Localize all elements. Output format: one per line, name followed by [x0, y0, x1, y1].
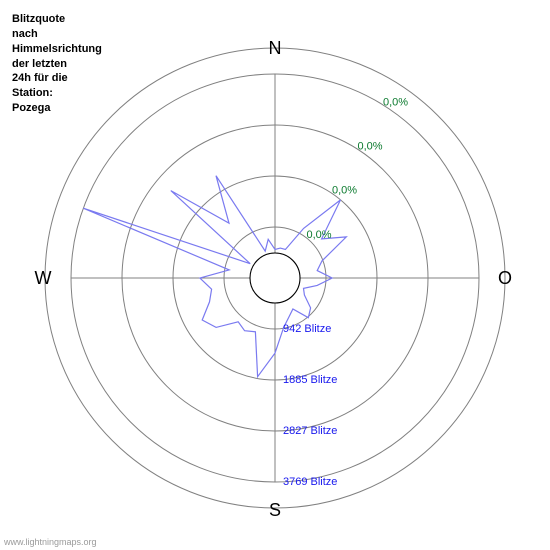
ring-label-green-2: 0,0% [332, 185, 357, 197]
ring-label-green-1: 0,0% [307, 229, 332, 241]
ring-label-green-4: 0,0% [383, 96, 408, 108]
cardinal-east: O [498, 268, 512, 288]
ring-label-green-3: 0,0% [358, 140, 383, 152]
ring-label-blue-3: 2827 Blitze [283, 425, 337, 437]
ring-label-blue-2: 1885 Blitze [283, 374, 337, 386]
ring-label-blue-1: 942 Blitze [283, 323, 331, 335]
cardinal-west: W [35, 268, 52, 288]
footer-credit: www.lightningmaps.org [4, 537, 97, 547]
ring-label-blue-4: 3769 Blitze [283, 476, 337, 488]
cardinal-south: S [269, 500, 281, 520]
cardinal-north: N [269, 38, 282, 58]
polar-chart: N S W O 942 Blitze 1885 Blitze 2827 Blitze 376… [0, 0, 550, 550]
rose-polygon [83, 176, 346, 377]
inner-circle [250, 253, 300, 303]
